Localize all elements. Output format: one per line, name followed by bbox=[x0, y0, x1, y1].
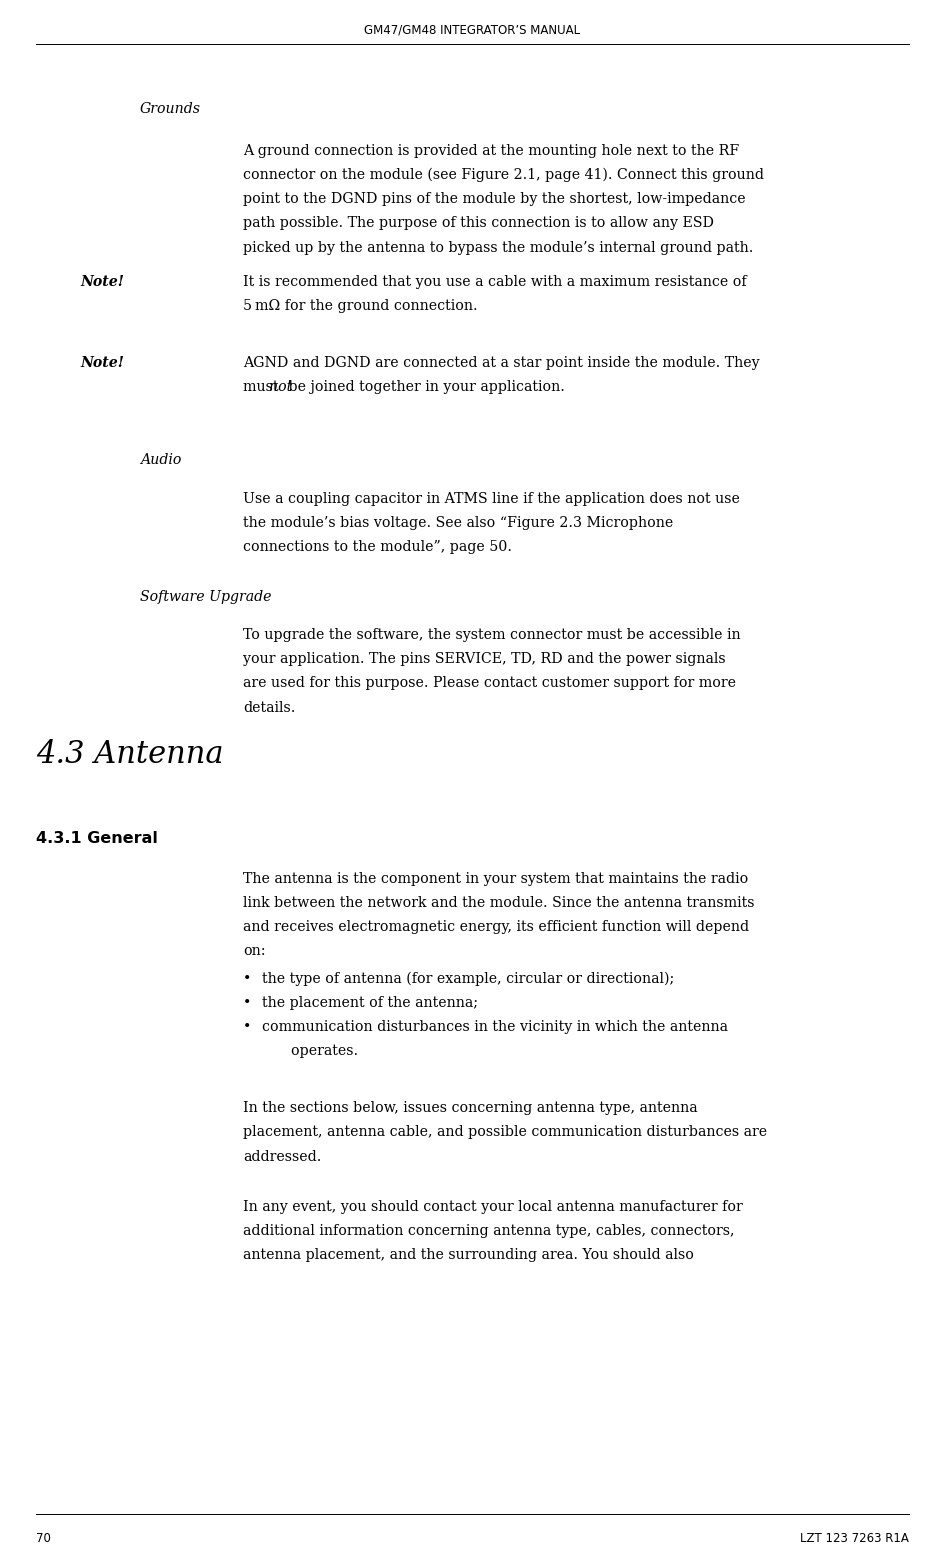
Text: A ground connection is provided at the mounting hole next to the RF: A ground connection is provided at the m… bbox=[243, 144, 738, 158]
Text: To upgrade the software, the system connector must be accessible in: To upgrade the software, the system conn… bbox=[243, 628, 740, 642]
Text: communication disturbances in the vicinity in which the antenna: communication disturbances in the vicini… bbox=[261, 1020, 727, 1034]
Text: Note!: Note! bbox=[80, 275, 125, 289]
Text: the type of antenna (for example, circular or directional);: the type of antenna (for example, circul… bbox=[261, 972, 673, 986]
Text: Use a coupling capacitor in ATMS line if the application does not use: Use a coupling capacitor in ATMS line if… bbox=[243, 492, 739, 506]
Text: must: must bbox=[243, 381, 282, 394]
Text: the module’s bias voltage. See also “Figure 2.3 Microphone: the module’s bias voltage. See also “Fig… bbox=[243, 515, 672, 530]
Text: operates.: operates. bbox=[273, 1045, 358, 1057]
Text: It is recommended that you use a cable with a maximum resistance of: It is recommended that you use a cable w… bbox=[243, 275, 746, 289]
Text: details.: details. bbox=[243, 700, 295, 714]
Text: antenna placement, and the surrounding area. You should also: antenna placement, and the surrounding a… bbox=[243, 1248, 693, 1262]
Text: addressed.: addressed. bbox=[243, 1150, 321, 1164]
Text: •: • bbox=[243, 972, 251, 986]
Text: Grounds: Grounds bbox=[140, 102, 201, 116]
Text: 5 mΩ for the ground connection.: 5 mΩ for the ground connection. bbox=[243, 300, 477, 312]
Text: •: • bbox=[243, 1020, 251, 1034]
Text: •: • bbox=[243, 997, 251, 1009]
Text: Audio: Audio bbox=[140, 453, 181, 467]
Text: GM47/GM48 INTEGRATOR’S MANUAL: GM47/GM48 INTEGRATOR’S MANUAL bbox=[364, 23, 580, 36]
Text: your application. The pins SERVICE, TD, RD and the power signals: your application. The pins SERVICE, TD, … bbox=[243, 653, 725, 665]
Text: The antenna is the component in your system that maintains the radio: The antenna is the component in your sys… bbox=[243, 872, 748, 886]
Text: Note!: Note! bbox=[80, 356, 125, 370]
Text: not: not bbox=[268, 381, 292, 394]
Text: 70: 70 bbox=[36, 1532, 51, 1545]
Text: 4.3 Antenna: 4.3 Antenna bbox=[36, 739, 223, 770]
Text: 4.3.1 General: 4.3.1 General bbox=[36, 831, 158, 847]
Text: point to the DGND pins of the module by the shortest, low-impedance: point to the DGND pins of the module by … bbox=[243, 192, 745, 206]
Text: additional information concerning antenna type, cables, connectors,: additional information concerning antenn… bbox=[243, 1225, 733, 1237]
Text: connector on the module (see Figure 2.1, page 41). Connect this ground: connector on the module (see Figure 2.1,… bbox=[243, 169, 763, 183]
Text: connections to the module”, page 50.: connections to the module”, page 50. bbox=[243, 540, 512, 555]
Text: In the sections below, issues concerning antenna type, antenna: In the sections below, issues concerning… bbox=[243, 1101, 697, 1115]
Text: placement, antenna cable, and possible communication disturbances are: placement, antenna cable, and possible c… bbox=[243, 1125, 767, 1139]
Text: on:: on: bbox=[243, 943, 265, 958]
Text: AGND and DGND are connected at a star point inside the module. They: AGND and DGND are connected at a star po… bbox=[243, 356, 759, 370]
Text: Software Upgrade: Software Upgrade bbox=[140, 590, 271, 604]
Text: are used for this purpose. Please contact customer support for more: are used for this purpose. Please contac… bbox=[243, 676, 735, 690]
Text: LZT 123 7263 R1A: LZT 123 7263 R1A bbox=[800, 1532, 908, 1545]
Text: picked up by the antenna to bypass the module’s internal ground path.: picked up by the antenna to bypass the m… bbox=[243, 241, 752, 255]
Text: the placement of the antenna;: the placement of the antenna; bbox=[261, 997, 478, 1009]
Text: In any event, you should contact your local antenna manufacturer for: In any event, you should contact your lo… bbox=[243, 1200, 742, 1214]
Text: and receives electromagnetic energy, its efficient function will depend: and receives electromagnetic energy, its… bbox=[243, 920, 749, 934]
Text: path possible. The purpose of this connection is to allow any ESD: path possible. The purpose of this conne… bbox=[243, 216, 713, 230]
Text: be joined together in your application.: be joined together in your application. bbox=[284, 381, 565, 394]
Text: link between the network and the module. Since the antenna transmits: link between the network and the module.… bbox=[243, 897, 753, 909]
